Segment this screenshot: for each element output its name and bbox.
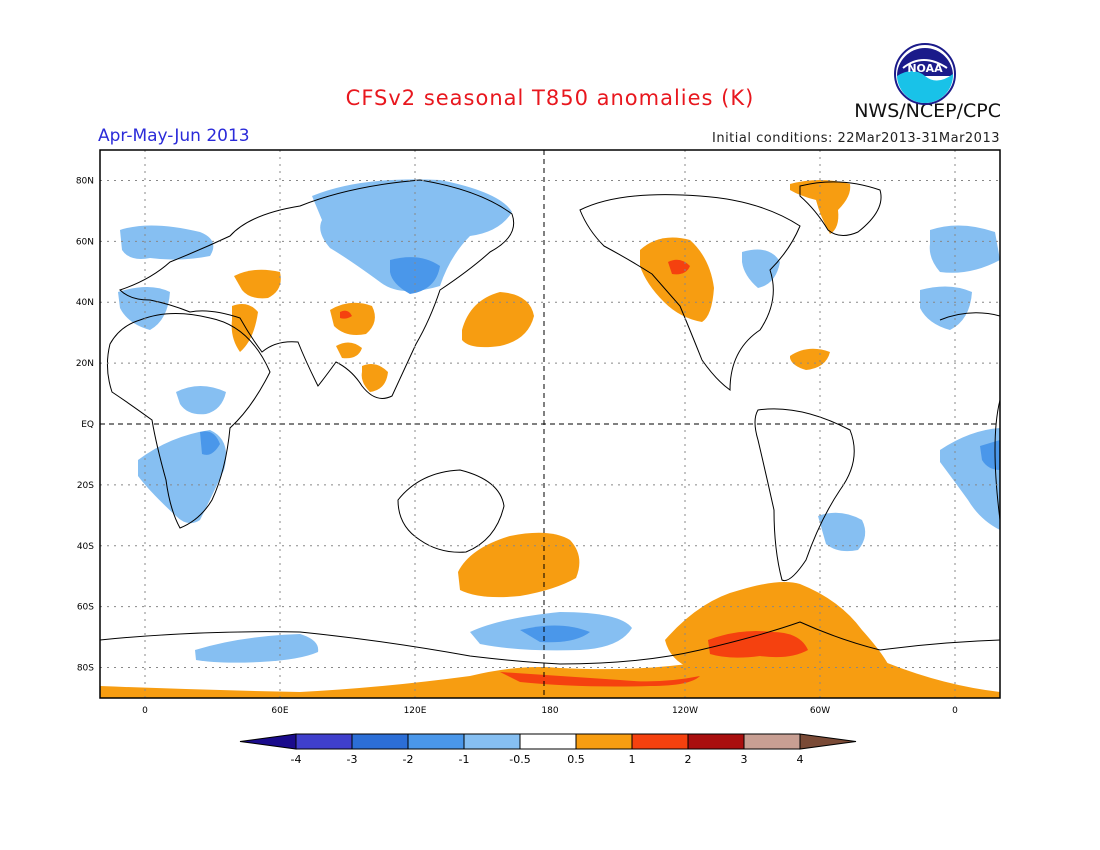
lon-label: 120E <box>404 706 427 716</box>
cool-anomaly-europe-right <box>929 225 1000 273</box>
greenland-coastline <box>799 181 882 236</box>
cool-anomaly-south-pacific-core <box>520 625 590 643</box>
anomaly-shading <box>100 179 1000 698</box>
cool-anomaly-hudson <box>742 249 780 288</box>
warm-anomaly-western-canada <box>640 237 714 322</box>
warm-anomaly-tibet <box>330 302 375 335</box>
lat-label: 40N <box>76 298 94 308</box>
colorbar-labels: -4 -3 -2 -1 -0.5 0.5 1 2 3 4 <box>291 753 804 766</box>
cool-anomaly-mediterranean-right <box>920 286 972 330</box>
colorbar-label: -4 <box>291 753 302 766</box>
colorbar-label: -3 <box>347 753 358 766</box>
warm-anomaly-tibet-core <box>340 310 352 319</box>
africa-coastline-wrap <box>939 312 1000 521</box>
cool-anomaly-antarctic-indian <box>195 634 319 663</box>
reference-lines <box>100 150 1000 698</box>
colorbar-min-arrow <box>239 733 297 750</box>
initial-conditions-label: Initial conditions: 22Mar2013-31Mar2013 <box>712 131 1000 146</box>
lat-label: 40S <box>77 542 94 552</box>
colorbar-segment <box>631 733 689 750</box>
colorbar-label: 2 <box>685 753 692 766</box>
lat-label: 80N <box>76 176 94 186</box>
cool-anomaly-mediterranean <box>118 287 170 330</box>
lon-label: 60E <box>271 706 288 716</box>
warm-anomaly-indochina <box>361 364 388 392</box>
cool-anomaly-africa-core <box>200 431 220 455</box>
warm-anomaly-arabia <box>231 304 258 352</box>
season-label: Apr-May-Jun 2013 <box>98 126 250 146</box>
colorbar-segment <box>295 733 353 750</box>
gridlines <box>100 150 1000 698</box>
cool-anomaly-east-africa <box>176 386 226 415</box>
lon-label: 180 <box>541 706 558 716</box>
warm-anomaly-southern-ocean-core <box>708 631 808 658</box>
colorbar-segment <box>407 733 465 750</box>
colorbar-label: -0.5 <box>509 753 530 766</box>
lat-label: 20N <box>76 359 94 369</box>
north-america-coastline <box>579 194 801 391</box>
warm-anomaly-north-pacific <box>462 292 534 348</box>
lon-label: 0 <box>142 706 148 716</box>
coastlines <box>100 179 1000 665</box>
lat-label: 60N <box>76 237 94 247</box>
warm-anomaly-atlantic <box>790 348 830 370</box>
lat-label: 20S <box>77 481 94 491</box>
africa-coastline <box>106 312 271 529</box>
logo-text: NOAA <box>907 62 943 75</box>
colorbar-label: -1 <box>459 753 470 766</box>
map-title: CFSv2 seasonal T850 anomalies (K) <box>345 86 755 110</box>
cool-anomaly-south-atlantic <box>818 512 866 552</box>
warm-anomaly-central-asia <box>234 269 281 299</box>
longitude-labels: 0 60E 120E 180 120W 60W 0 <box>142 706 958 716</box>
lat-label: 80S <box>77 664 94 674</box>
noaa-logo: NOAA <box>894 43 956 105</box>
cool-anomaly-siberia <box>312 179 512 292</box>
colorbar <box>239 733 857 750</box>
latitude-labels: 80N 60N 40N 20N EQ 20S 40S 60S 80S <box>76 176 94 673</box>
lon-label: 0 <box>952 706 958 716</box>
antarctica-coastline <box>100 621 1000 665</box>
colorbar-segment <box>463 733 521 750</box>
cool-anomaly-europe <box>120 225 214 260</box>
colorbar-label: 0.5 <box>567 753 585 766</box>
lon-label: 60W <box>810 706 830 716</box>
agency-label: NWS/NCEP/CPC <box>854 100 1001 122</box>
warm-anomaly-ross-core <box>500 672 700 687</box>
colorbar-segment <box>575 733 633 750</box>
warm-anomaly-new-zealand <box>458 532 580 598</box>
lat-label: EQ <box>81 420 94 430</box>
colorbar-label: 1 <box>629 753 636 766</box>
colorbar-label: 4 <box>797 753 804 766</box>
lon-label: 120W <box>672 706 698 716</box>
lat-label: 60S <box>77 603 94 613</box>
eurasia-coastline <box>119 179 515 399</box>
colorbar-segment <box>519 733 577 750</box>
colorbar-max-arrow <box>799 733 857 750</box>
colorbar-segment <box>687 733 745 750</box>
south-america-coastline <box>754 408 855 582</box>
plot-frame <box>99 149 1001 699</box>
cool-anomaly-siberia-core <box>390 257 440 294</box>
colorbar-segment <box>743 733 801 750</box>
australia-coastline <box>397 469 505 553</box>
warm-anomaly-india <box>336 342 362 359</box>
colorbar-label: -2 <box>403 753 414 766</box>
colorbar-segment <box>351 733 409 750</box>
colorbar-label: 3 <box>741 753 748 766</box>
